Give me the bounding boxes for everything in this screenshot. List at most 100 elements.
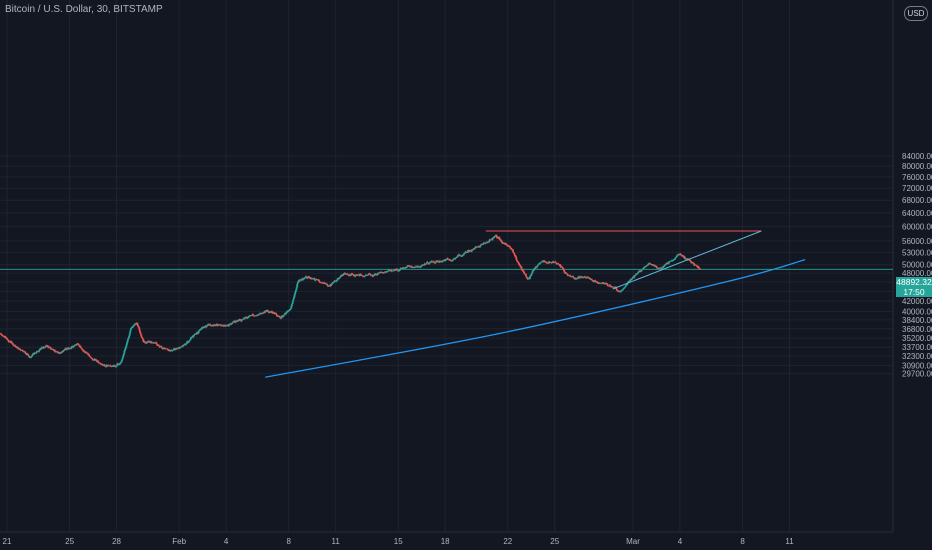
- candle-body: [674, 257, 677, 259]
- candle-body: [493, 235, 496, 237]
- candle-body: [563, 271, 566, 273]
- candle-body: [456, 256, 458, 258]
- candle-body: [246, 316, 248, 318]
- candle-body: [0, 333, 2, 335]
- candle-body: [425, 263, 428, 265]
- candle-body: [649, 263, 651, 265]
- candle-body: [411, 266, 413, 268]
- candle-body: [399, 268, 402, 270]
- candle-body: [294, 289, 297, 293]
- candle-body: [590, 278, 593, 280]
- candle-body: [90, 357, 93, 359]
- candle-body: [482, 243, 484, 245]
- candle-body: [513, 252, 516, 255]
- candle-body: [287, 310, 290, 312]
- candle-body: [289, 308, 292, 310]
- candle-body: [596, 282, 599, 284]
- candle-body: [279, 317, 282, 319]
- price-tick-label: 35200.00: [902, 334, 932, 343]
- candle-body: [529, 276, 531, 279]
- candle-body: [592, 280, 595, 282]
- candle-body: [505, 243, 508, 246]
- candle-body: [187, 341, 190, 343]
- candle-body: [467, 250, 470, 252]
- candle-body: [43, 346, 46, 348]
- candle-body: [26, 354, 29, 355]
- price-tick-label: 84000.00: [902, 152, 932, 161]
- candle-body: [446, 258, 449, 260]
- candle-body: [19, 348, 21, 350]
- candle-body: [603, 283, 606, 285]
- candle-body: [479, 245, 482, 247]
- candle-body: [42, 347, 45, 348]
- candle-body: [592, 281, 595, 283]
- candle-body: [79, 346, 82, 348]
- time-tick-label: 4: [224, 537, 229, 546]
- candle-body: [495, 235, 498, 238]
- price-axis[interactable]: 29700.0030900.0032300.0033700.0035200.00…: [902, 152, 932, 379]
- candle-body: [139, 332, 142, 335]
- candle-body: [613, 286, 615, 288]
- candle-body: [637, 271, 640, 274]
- candle-body: [292, 299, 295, 302]
- candle-body: [77, 343, 79, 345]
- candle-body: [643, 266, 646, 268]
- candle-body: [264, 310, 267, 313]
- candle-body: [116, 363, 119, 365]
- candle-body: [38, 350, 40, 352]
- candle-body: [92, 359, 95, 361]
- candle-body: [44, 346, 47, 347]
- candle-body: [88, 354, 91, 356]
- candle-body: [81, 348, 83, 350]
- candle-body: [294, 292, 297, 295]
- candle-body: [573, 277, 576, 279]
- candle-body: [241, 319, 244, 321]
- candle-body: [471, 249, 473, 252]
- candle-body: [568, 274, 570, 276]
- bar-countdown: 17:50: [903, 287, 925, 297]
- candle-body: [6, 339, 9, 340]
- candle-body: [209, 324, 212, 326]
- candle-body: [372, 275, 375, 277]
- candle-body: [591, 279, 594, 281]
- candle-body: [306, 277, 308, 279]
- current-price-label: 48892.32 17:50: [896, 277, 932, 297]
- candle-body: [585, 277, 587, 279]
- candle-body: [43, 347, 46, 349]
- candle-body: [141, 337, 144, 339]
- candle-body: [11, 342, 14, 344]
- candle-body: [197, 332, 199, 334]
- candle-body: [324, 283, 327, 284]
- drawing-overlays-back[interactable]: [0, 259, 893, 378]
- candle-body: [25, 353, 28, 355]
- price-tick-label: 68000.00: [902, 196, 932, 205]
- candle-body: [92, 359, 94, 361]
- candle-body: [413, 267, 416, 268]
- candle-body: [304, 277, 306, 279]
- candle-body: [123, 350, 126, 354]
- candle-body: [481, 244, 484, 245]
- time-axis[interactable]: 21 25 28 Feb 4 8 11 15 18 22 25 Mar 4 8 11: [3, 537, 795, 546]
- price-tick-label: 42000.00: [902, 297, 932, 306]
- candle-body: [17, 347, 19, 349]
- candle-body: [14, 345, 17, 347]
- candle-body: [529, 275, 532, 277]
- candle-body: [392, 270, 395, 272]
- candle-body: [131, 326, 134, 328]
- candle-body: [291, 301, 294, 305]
- candle-body: [213, 324, 216, 326]
- candle-body: [360, 274, 362, 276]
- drawing-overlays-front[interactable]: [485, 230, 762, 290]
- candle-body: [200, 328, 203, 330]
- candle-body: [126, 339, 129, 343]
- currency-button[interactable]: USD: [904, 6, 928, 21]
- candle-body: [633, 275, 636, 278]
- candle-body: [472, 248, 475, 250]
- candle-body: [283, 314, 286, 316]
- candle-body: [696, 266, 699, 268]
- support-curve: [265, 259, 806, 378]
- candle-body: [111, 366, 114, 367]
- candle-body: [663, 265, 666, 267]
- candle-body: [587, 276, 589, 279]
